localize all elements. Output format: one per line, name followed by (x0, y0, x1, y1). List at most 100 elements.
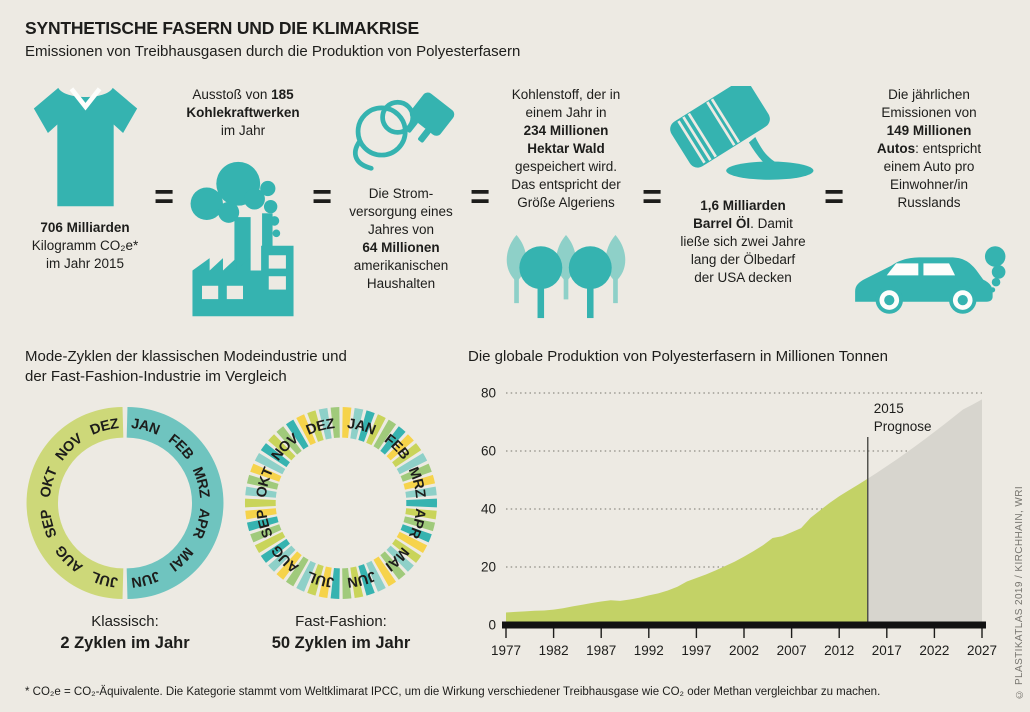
annotation-prognose: Prognose (874, 419, 932, 434)
cycle-segment (400, 523, 432, 542)
fast-fashion-value: 50 Zyklen im Jahr (271, 633, 411, 652)
cycle-segment (392, 442, 422, 467)
cycle-segment (330, 567, 340, 599)
x-tick-label: 2022 (919, 643, 949, 658)
y-tick-label: 0 (488, 618, 496, 633)
cycles-title-line2: der Fast-Fashion-Industrie im Vergleich (25, 368, 287, 386)
cycle-segment (318, 566, 332, 598)
cycle-segment (245, 486, 277, 498)
cycle-segment (405, 507, 437, 519)
cycle-segment (405, 486, 437, 498)
cycle-segment (285, 419, 309, 449)
equals-sign: = (470, 178, 490, 216)
car-icon (850, 244, 1008, 322)
cycle-segment (396, 531, 428, 553)
fast-fashion-label: Fast-Fashion: (295, 612, 387, 630)
cycle-segment (250, 523, 282, 542)
equivalence-item-electricity: Die Strom-versorgung eines Jahres von 64 M… (338, 86, 464, 322)
cycle-segment (380, 425, 406, 455)
copyright: © PLASTIKATLAS 2019 / KIRCHHAIN, WRI (1014, 486, 1025, 700)
classic-donut-label: Klassisch: 2 Zyklen im Jahr (60, 612, 189, 655)
factory-icon (181, 158, 305, 322)
cycle-segment (366, 413, 386, 445)
cycle-segment (276, 550, 302, 580)
x-tick-label: 1982 (539, 643, 569, 658)
cycle-segment (285, 556, 309, 586)
equivalence-item-oil: 1,6 Milliarden Barrel Öl. Damit ließe sich… (668, 86, 818, 322)
equals-sign: = (824, 178, 844, 216)
oil-barrel-icon (668, 86, 818, 188)
equivalence-caption-tshirt: 706 Milliarden Kilogramm CO₂e* im Jahr 201… (31, 220, 139, 271)
cycle-segment (268, 545, 296, 572)
equals-sign: = (154, 178, 174, 216)
cycle-segment (244, 498, 276, 507)
y-tick-label: 20 (481, 560, 496, 575)
cycle-segment (330, 406, 340, 438)
equivalence-item-cars: Die jährlichen Emissionen von 149 Millione… (850, 86, 1008, 322)
month-label: JUL (89, 567, 119, 589)
classic-cycle-chart: JAN FEB MRZ APR MAI JUN JUL AUG SEP OKT NOV DEZ Kla… (25, 404, 225, 655)
equivalence-item-coal-plants: Ausstoß von 185 Kohlekraftwerken im Jahr (180, 86, 306, 322)
fast-fashion-cycle-chart: JAN FEB MRZ APR MAI JUN JUL AUG SEP OKT NOV DEZ Fas… (241, 404, 441, 655)
classic-label: Klassisch: (91, 612, 159, 630)
cycle-segment (260, 538, 290, 563)
plug-icon (342, 86, 460, 176)
cycle-segment (350, 566, 364, 598)
cycle-segment (386, 433, 414, 460)
annotation-year: 2015 (874, 401, 904, 416)
month-label: JUL (305, 567, 335, 589)
cycle-segment (392, 538, 422, 563)
cycle-segment (296, 413, 316, 445)
cycle-segment (350, 407, 364, 439)
trees-icon (496, 232, 636, 322)
x-tick-label: 1977 (491, 643, 521, 658)
cycle-segment (373, 556, 397, 586)
cycle-segment (254, 531, 286, 553)
tshirt-icon (29, 86, 142, 210)
page-title: SYNTHETISCHE FASERN UND DIE KLIMAKRISE (25, 18, 419, 38)
cycle-segment (396, 452, 428, 474)
x-tick-label: 2027 (967, 643, 997, 658)
fashion-cycles-section: Mode-Zyklen der klassischen Modeindustri… (25, 347, 455, 654)
x-tick-label: 2017 (872, 643, 902, 658)
cycle-segment (380, 550, 406, 580)
equivalence-caption-oil: 1,6 Milliarden Barrel Öl. Damit ließe sich… (680, 198, 806, 285)
production-area-chart: 0 20 40 60 80 2015 Prognose 1977 1982 1987 1992 199… (481, 386, 997, 659)
cycle-segment (250, 463, 282, 482)
equivalence-row: 706 Milliarden Kilogramm CO₂e* im Jahr 201… (22, 86, 1008, 322)
cycle-segment (307, 409, 324, 442)
forecast-area (867, 399, 982, 626)
production-chart-section: Die globale Produktion von Polyesterfase… (468, 347, 1003, 678)
cycle-segment (26, 406, 124, 599)
cycle-segment (307, 563, 324, 596)
cycle-segment (296, 560, 316, 592)
cycle-segment (268, 433, 296, 460)
equivalence-caption-cars: Die jährlichen Emissionen von 149 Millione… (876, 87, 982, 210)
x-tick-label: 2012 (824, 643, 854, 658)
cycle-segment (358, 409, 375, 442)
header: SYNTHETISCHE FASERN UND DIE KLIMAKRISE E… (25, 18, 520, 60)
y-tick-label: 60 (481, 444, 496, 459)
cycle-segment (260, 442, 290, 467)
cycles-title: Mode-Zyklen der klassischen Modeindustri… (25, 347, 455, 388)
cycle-segment (342, 567, 352, 599)
equals-sign: = (642, 178, 662, 216)
x-axis (502, 621, 986, 629)
cycle-segment (400, 463, 432, 482)
y-tick-label: 80 (481, 386, 496, 401)
page-subtitle: Emissionen von Treibhausgasen durch die … (25, 43, 521, 60)
production-area (506, 478, 868, 626)
equivalence-caption-electricity: Die Strom-versorgung eines Jahres von 64 M… (349, 186, 453, 291)
x-tick-label: 1997 (681, 643, 711, 658)
cycle-segment (245, 507, 277, 519)
cycle-segment (373, 419, 397, 449)
cycle-segment (246, 474, 279, 490)
cycle-segment (342, 406, 352, 438)
production-chart-title: Die globale Produktion von Polyesterfase… (468, 348, 888, 365)
equivalence-caption-coal-plants: Ausstoß von 185 Kohlekraftwerken im Jahr (186, 87, 300, 138)
cycle-segment (358, 563, 375, 596)
cycle-segment (318, 407, 332, 439)
